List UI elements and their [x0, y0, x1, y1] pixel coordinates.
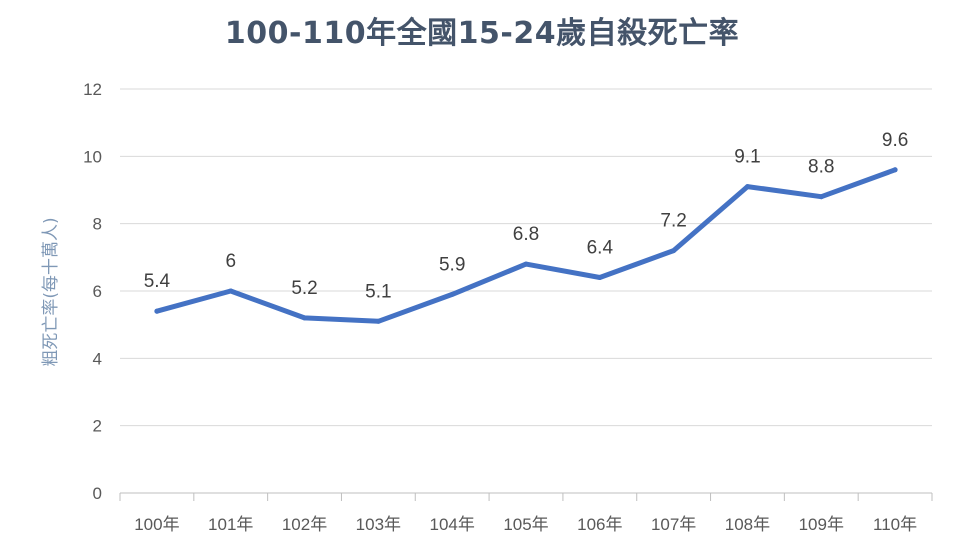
- x-tick-label: 100年: [134, 515, 179, 534]
- data-label: 8.8: [808, 157, 834, 178]
- data-label: 5.2: [291, 278, 317, 299]
- data-point: [523, 261, 529, 267]
- x-tick-label: 108年: [725, 515, 770, 534]
- data-label: 6.8: [513, 224, 539, 245]
- y-tick-label: 8: [93, 215, 102, 234]
- data-point: [228, 288, 234, 294]
- data-point: [671, 248, 677, 254]
- data-point: [744, 184, 750, 190]
- series-line: [154, 167, 898, 324]
- data-point: [818, 194, 824, 200]
- x-tick-label: 109年: [799, 515, 844, 534]
- x-tick-label: 101年: [208, 515, 253, 534]
- data-point: [449, 291, 455, 297]
- y-tick-label: 2: [93, 417, 102, 436]
- data-label: 6.4: [587, 238, 614, 259]
- data-point: [154, 308, 160, 314]
- data-label: 5.9: [439, 254, 465, 275]
- y-tick-label: 6: [93, 282, 102, 301]
- data-point: [892, 167, 898, 173]
- data-label: 5.1: [365, 281, 391, 302]
- y-tick-label: 4: [93, 349, 102, 368]
- data-point: [597, 275, 603, 281]
- x-tick-label: 105年: [503, 515, 548, 534]
- x-tick-label: 107年: [651, 515, 696, 534]
- x-axis: [119, 492, 933, 501]
- y-axis-ticks: 0 2 4 6 8 10 12: [83, 80, 102, 503]
- data-point: [375, 318, 381, 324]
- y-axis-label: 粗死亡率(每十萬人): [41, 217, 61, 366]
- data-labels: 5.4 6 5.2 5.1 5.9 6.8 6.4 7.2 9.1 8.8 9.6: [144, 130, 909, 302]
- x-tick-label: 103年: [356, 515, 401, 534]
- data-label: 7.2: [660, 211, 686, 232]
- x-tick-label: 106年: [577, 515, 622, 534]
- x-tick-label: 110年: [873, 515, 917, 534]
- series-group: [154, 167, 898, 324]
- y-tick-label: 12: [83, 80, 102, 99]
- data-point: [302, 315, 308, 321]
- x-axis-ticks: 100年 101年 102年 103年 104年 105年 106年 107年 108年 109年…: [134, 515, 917, 534]
- chart-title: 100-110年全國15-24歲自殺死亡率: [224, 16, 740, 51]
- y-tick-label: 10: [83, 147, 102, 166]
- x-tick-label: 104年: [429, 515, 474, 534]
- x-tick-label: 102年: [282, 515, 327, 534]
- data-label: 9.6: [882, 130, 908, 151]
- data-label: 5.4: [144, 271, 171, 292]
- data-label: 6: [225, 251, 236, 272]
- gridlines: [120, 88, 932, 427]
- y-tick-label: 0: [93, 484, 102, 503]
- data-label: 9.1: [734, 147, 760, 168]
